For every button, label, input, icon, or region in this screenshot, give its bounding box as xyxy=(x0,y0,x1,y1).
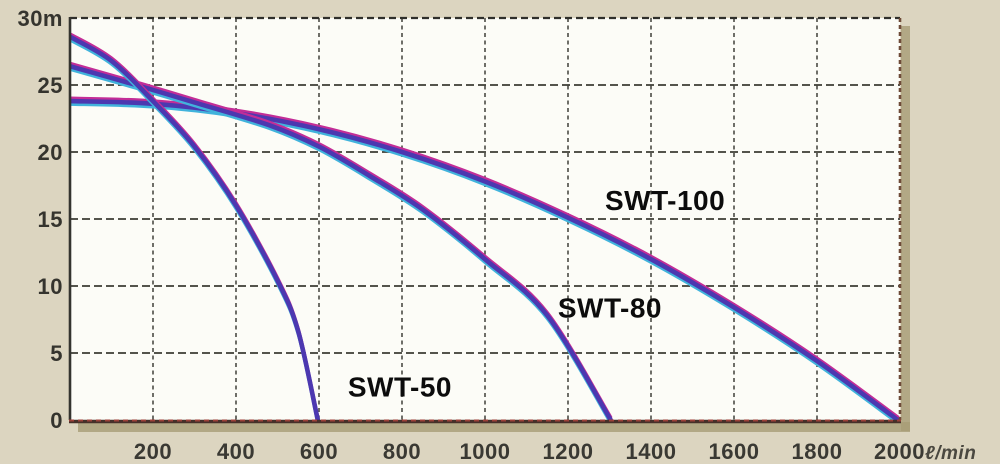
curve-swt-80 xyxy=(69,61,613,422)
curve-core xyxy=(69,34,321,422)
x-axis-labels: 200 400 600 800 1000 1200 1400 1600 1800 2000ℓ/mi… xyxy=(134,439,976,464)
gridlines xyxy=(70,18,900,420)
x-tick-label-1400: 1400 xyxy=(626,439,677,464)
y-tick-label-20: 20 xyxy=(38,140,63,165)
x-tick-label-1000: 1000 xyxy=(460,439,511,464)
plot-shadow-right xyxy=(901,26,910,431)
y-axis-labels: 30m 25 20 15 10 5 0 xyxy=(17,6,63,433)
x-axis-unit: ℓ/min xyxy=(925,443,976,464)
x-tick-label-600: 600 xyxy=(300,439,338,464)
series-label-swt-80: SWT-80 xyxy=(558,292,662,323)
series-label-swt-50: SWT-50 xyxy=(348,372,452,403)
curve-core xyxy=(69,63,613,422)
x-tick-label-1200: 1200 xyxy=(543,439,594,464)
x-tick-label-200: 200 xyxy=(134,439,172,464)
x-tick-label-1800: 1800 xyxy=(792,439,843,464)
y-tick-label-10: 10 xyxy=(38,274,63,299)
x-tick-label-400: 400 xyxy=(217,439,255,464)
curve-edge-cyan xyxy=(69,102,899,422)
plot-shadow-bottom xyxy=(78,422,910,432)
y-tick-label-15: 15 xyxy=(38,207,63,232)
y-tick-label-0: 0 xyxy=(50,408,63,433)
pump-curves xyxy=(69,32,901,422)
x-tick-label-2000: 2000ℓ/min xyxy=(874,439,976,464)
x-tick-label-1600: 1600 xyxy=(709,439,760,464)
y-tick-label-25: 25 xyxy=(38,73,63,98)
plot-frame xyxy=(68,16,902,424)
curve-swt-50 xyxy=(69,32,321,422)
series-labels: SWT-100 SWT-80 SWT-50 xyxy=(348,185,725,402)
series-label-swt-100: SWT-100 xyxy=(605,185,725,216)
y-tick-label-5: 5 xyxy=(50,341,63,366)
x-tick-label-800: 800 xyxy=(383,439,421,464)
y-tick-label-30: 30m xyxy=(17,6,63,31)
